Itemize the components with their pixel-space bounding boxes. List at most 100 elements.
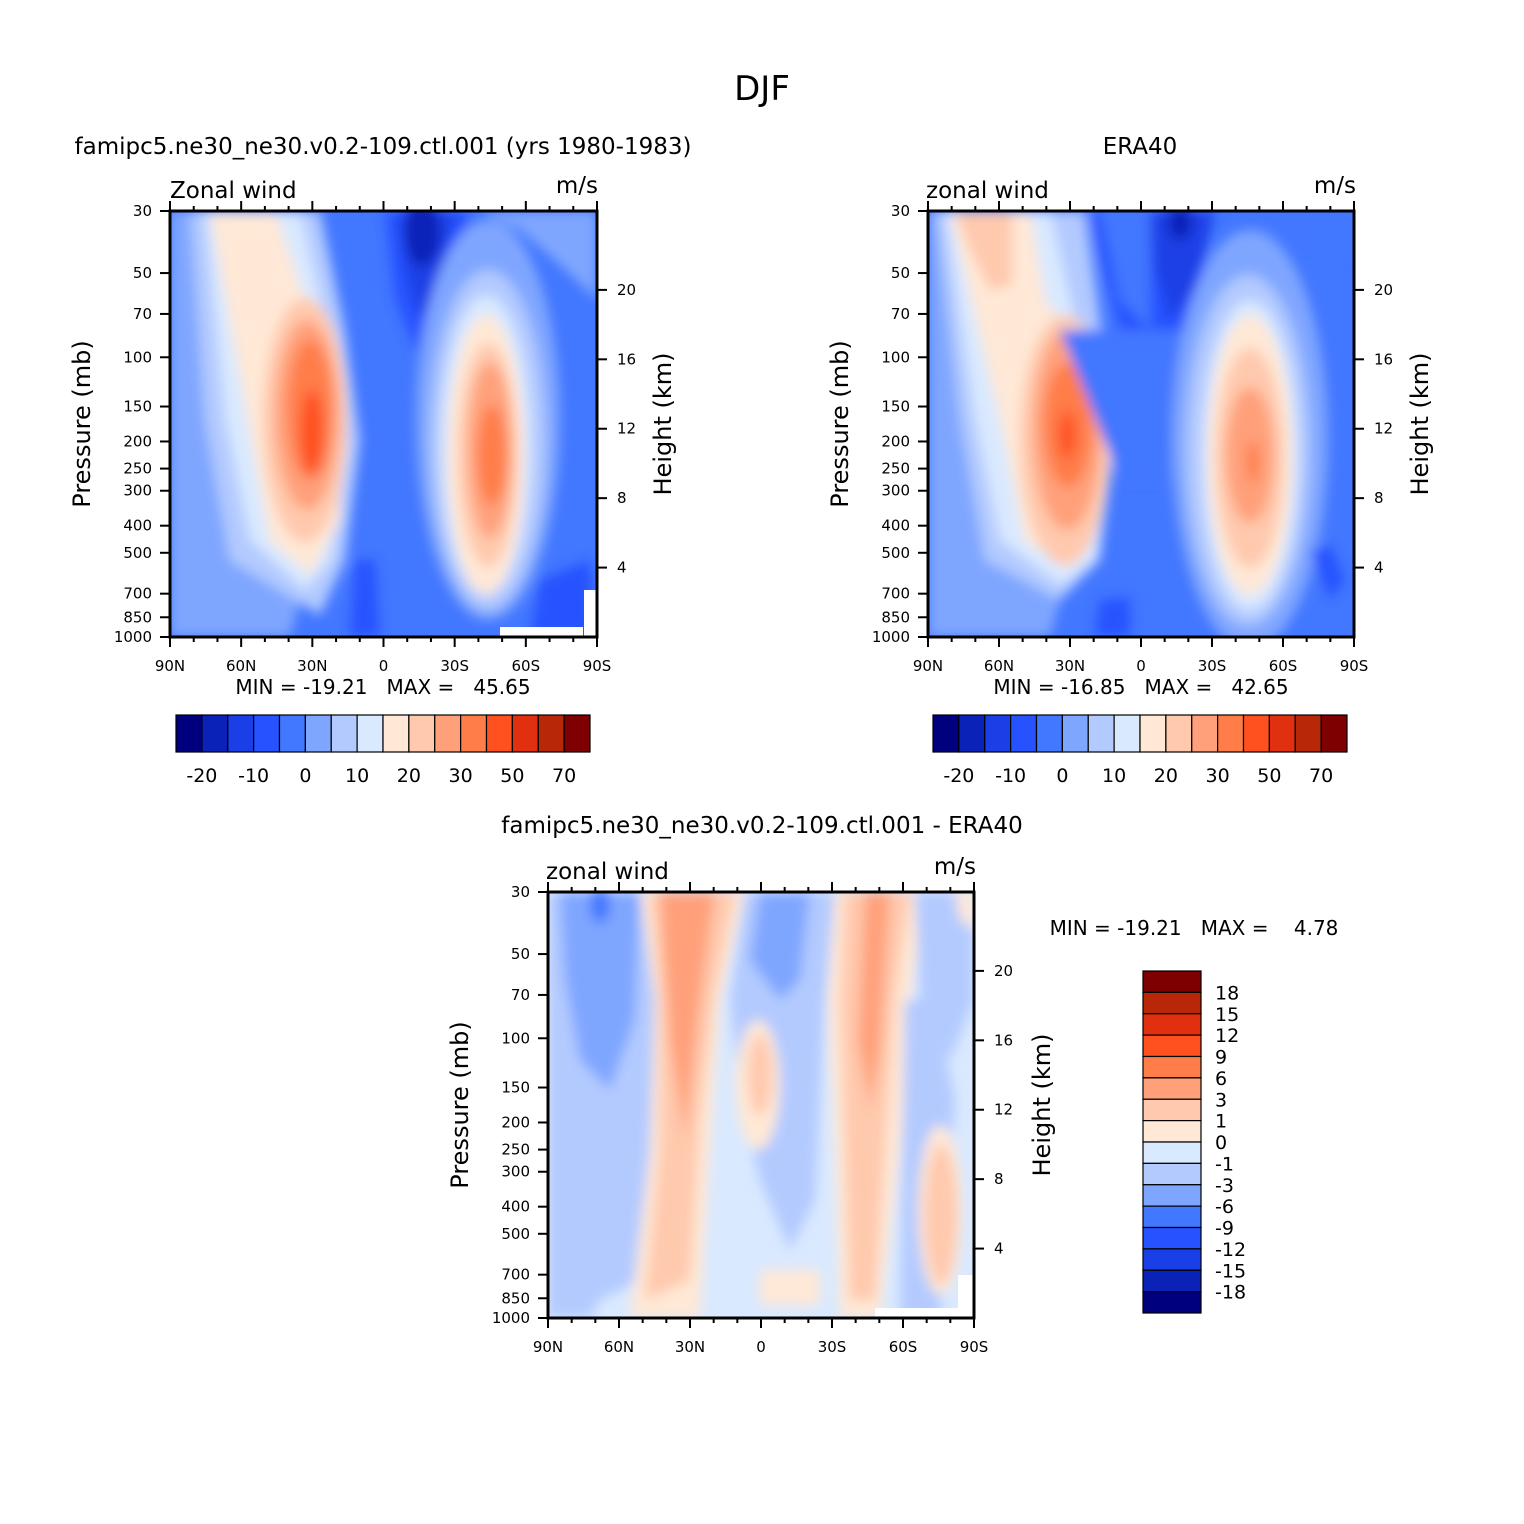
pressure-tick-label: 300 bbox=[881, 482, 910, 500]
colorbar-swatch bbox=[1294, 714, 1322, 753]
colorbar-swatch bbox=[932, 714, 960, 753]
colorbar-swatch bbox=[1142, 991, 1202, 1015]
colorbar-swatch bbox=[330, 714, 358, 753]
latitude-tick-labels: 90N 60N 30N 0 30S 60S 90S bbox=[155, 657, 611, 675]
colorbar-swatch bbox=[278, 714, 306, 753]
colorbar-label: 10 bbox=[1102, 765, 1126, 787]
height-tick-label: 20 bbox=[1374, 281, 1393, 299]
colorbar-label: -20 bbox=[943, 765, 974, 787]
colorbar-label: 0 bbox=[1215, 1132, 1227, 1154]
axis-ticks bbox=[538, 882, 984, 1328]
colorbar-swatch bbox=[1242, 714, 1270, 753]
latitude-tick-label: 60N bbox=[226, 657, 256, 675]
colorbar-label: -12 bbox=[1215, 1239, 1246, 1261]
colorbar-swatch bbox=[1142, 1077, 1202, 1100]
pressure-tick-label: 400 bbox=[881, 517, 910, 535]
y-axis-title: Pressure (mb) bbox=[446, 1021, 474, 1188]
colorbar-swatch bbox=[460, 714, 488, 753]
pressure-tick-label: 200 bbox=[123, 432, 152, 450]
latitude-tick-label: 0 bbox=[379, 657, 389, 675]
pressure-tick-label: 500 bbox=[123, 544, 152, 562]
height-tick-label: 16 bbox=[617, 350, 636, 368]
latitude-tick-label: 0 bbox=[1136, 657, 1146, 675]
colorbar-swatch bbox=[563, 714, 591, 753]
pressure-tick-label: 70 bbox=[511, 986, 530, 1004]
pressure-tick-label: 200 bbox=[881, 432, 910, 450]
latitude-tick-label: 90N bbox=[913, 657, 943, 675]
axis-ticks bbox=[160, 201, 607, 647]
colorbar-label: 20 bbox=[1154, 765, 1178, 787]
colorbar-label: -15 bbox=[1215, 1260, 1246, 1282]
colorbar-label: 0 bbox=[1056, 765, 1068, 787]
pressure-tick-label: 300 bbox=[123, 482, 152, 500]
colorbar-label: -10 bbox=[995, 765, 1026, 787]
colorbar-swatch bbox=[1142, 1226, 1202, 1250]
colorbar-label: 1 bbox=[1215, 1111, 1227, 1133]
y-axis-title-right: Height (km) bbox=[1406, 353, 1434, 496]
y-axis-title: Pressure (mb) bbox=[68, 340, 96, 507]
pressure-tick-label: 1000 bbox=[872, 628, 910, 646]
colorbar-swatch bbox=[1142, 1205, 1202, 1229]
colorbar-label: 10 bbox=[345, 765, 369, 787]
min-max-readout: MIN = -19.21 MAX = 4.78 bbox=[1050, 916, 1339, 940]
colorbar-label: 12 bbox=[1215, 1025, 1239, 1047]
latitude-tick-label: 30N bbox=[1055, 657, 1085, 675]
colorbar-swatch bbox=[1142, 970, 1202, 993]
min-max-readout: MIN = -19.21 MAX = 45.65 bbox=[235, 675, 530, 699]
pressure-tick-label: 250 bbox=[123, 460, 152, 478]
height-tick-label: 20 bbox=[994, 962, 1013, 980]
colorbar-swatch bbox=[1320, 714, 1348, 753]
colorbar-swatch bbox=[227, 714, 255, 753]
latitude-tick-label: 90S bbox=[960, 1338, 989, 1356]
colorbar-swatch bbox=[1165, 714, 1193, 753]
colorbar-swatch bbox=[485, 714, 513, 753]
colorbar-swatch bbox=[958, 714, 986, 753]
colorbar-label: -1 bbox=[1215, 1153, 1234, 1175]
latitude-tick-label: 0 bbox=[756, 1338, 766, 1356]
latitude-tick-label: 90N bbox=[533, 1338, 563, 1356]
y-axis-title-right: Height (km) bbox=[1028, 1034, 1056, 1177]
height-tick-label: 8 bbox=[617, 489, 627, 507]
latitude-tick-labels: 90N 60N 30N 0 30S 60S 90S bbox=[533, 1338, 988, 1356]
contour-field bbox=[170, 211, 597, 637]
pressure-tick-label: 250 bbox=[501, 1141, 530, 1159]
axis-ticks bbox=[918, 201, 1364, 647]
latitude-tick-label: 60S bbox=[889, 1338, 918, 1356]
height-tick-labels: 20 16 12 8 4 bbox=[994, 962, 1013, 1258]
pressure-tick-label: 100 bbox=[881, 348, 910, 366]
colorbar-label: 6 bbox=[1215, 1068, 1227, 1090]
pressure-tick-label: 500 bbox=[881, 544, 910, 562]
pressure-tick-label: 30 bbox=[511, 883, 530, 901]
colorbar-label: 50 bbox=[1257, 765, 1281, 787]
contour-field bbox=[928, 211, 1354, 637]
latitude-tick-label: 30N bbox=[297, 657, 327, 675]
panel-obs: ERA40 zonal wind m/s bbox=[826, 134, 1434, 787]
latitude-tick-labels: 90N 60N 30N 0 30S 60S 90S bbox=[913, 657, 1368, 675]
pressure-tick-label: 850 bbox=[881, 608, 910, 626]
pressure-tick-label: 700 bbox=[881, 585, 910, 603]
latitude-tick-label: 90N bbox=[155, 657, 185, 675]
colorbar-label: -10 bbox=[238, 765, 269, 787]
y-axis-title-right: Height (km) bbox=[649, 353, 677, 496]
pressure-tick-label: 150 bbox=[881, 398, 910, 416]
colorbar-label: 70 bbox=[552, 765, 576, 787]
height-tick-label: 4 bbox=[1374, 559, 1384, 577]
panel-title: famipc5.ne30_ne30.v0.2-109.ctl.001 (yrs … bbox=[75, 134, 692, 160]
min-max-readout: MIN = -16.85 MAX = 42.65 bbox=[993, 675, 1288, 699]
colorbar-swatch bbox=[175, 714, 203, 753]
latitude-tick-label: 60S bbox=[512, 657, 541, 675]
pressure-tick-label: 300 bbox=[501, 1163, 530, 1181]
pressure-tick-label: 70 bbox=[891, 305, 910, 323]
pressure-tick-label: 700 bbox=[501, 1266, 530, 1284]
colorbar-label: 20 bbox=[397, 765, 421, 787]
colorbar-label: 3 bbox=[1215, 1089, 1227, 1111]
height-tick-label: 4 bbox=[994, 1240, 1004, 1258]
pressure-tick-label: 700 bbox=[123, 585, 152, 603]
colorbar-label: -9 bbox=[1215, 1218, 1234, 1240]
latitude-tick-label: 60S bbox=[1269, 657, 1298, 675]
colorbar-swatch bbox=[1142, 1120, 1202, 1143]
height-tick-label: 12 bbox=[994, 1101, 1013, 1119]
colorbar-label: 18 bbox=[1215, 982, 1239, 1004]
colorbar-swatch bbox=[1113, 714, 1141, 753]
pressure-tick-label: 250 bbox=[881, 460, 910, 478]
